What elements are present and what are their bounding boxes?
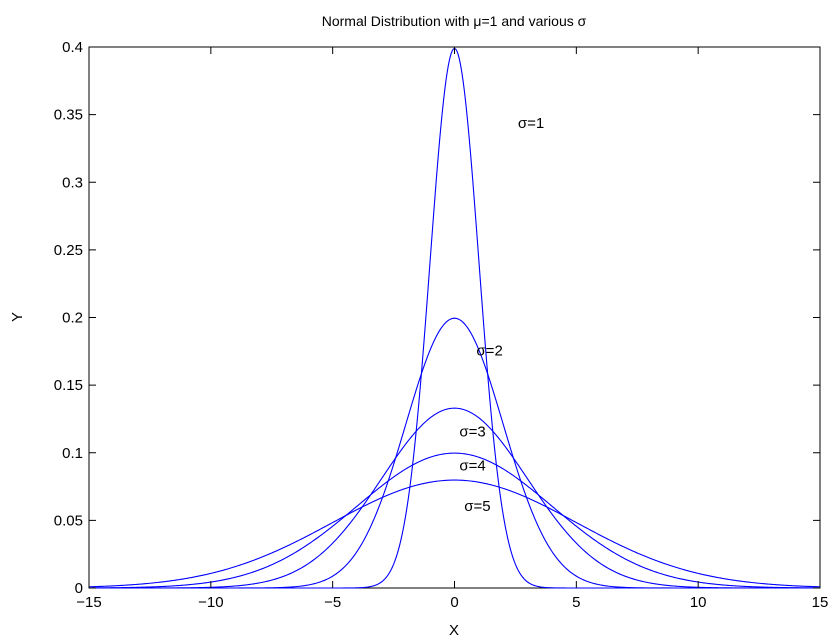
x-tick-label: 0 [450,594,458,611]
plot-frame [88,46,821,589]
curve-label-sigma-2: σ=2 [476,342,502,359]
y-tick-label: 0.05 [54,512,83,529]
series-line-sigma-4 [89,452,820,589]
x-axis-title: X [449,622,459,639]
x-tick-label: 15 [812,594,829,611]
y-tick-label: 0 [75,580,83,597]
plot-area: σ=1σ=2σ=3σ=4σ=5 −15 −10 −5 0 5 10 15 00.050.10… [54,39,829,611]
y-axis-title: Y [9,312,26,322]
y-tick-label: 0.35 [54,107,83,124]
x-tick-label: 10 [690,594,707,611]
curve-label-sigma-4: σ=4 [459,457,485,474]
x-tick-label: −15 [76,594,101,611]
x-tick-label: −10 [198,594,223,611]
curve-label-sigma-5: σ=5 [464,498,490,515]
curve-labels: σ=1 σ=2 σ=3 σ=4 σ=5 [459,115,544,515]
y-tick-label: 0.3 [62,174,83,191]
y-tick-label: 0.2 [62,310,83,327]
series-line-sigma-3 [89,407,820,589]
y-tick-label: 0.4 [62,39,83,56]
chart-title: Normal Distribution with μ=1 and various… [322,13,587,29]
x-tick-label: −5 [324,594,341,611]
x-axis-ticks: −15 −10 −5 0 5 10 15 [76,47,828,611]
y-tick-label: 0.15 [54,377,83,394]
curve-label-sigma-3: σ=3 [459,424,485,441]
y-tick-label: 0.25 [54,242,83,259]
y-axis-ticks: 0 0.05 0.1 0.15 0.2 0.25 0.3 0.35 0.4 [54,39,820,597]
y-tick-label: 0.1 [62,445,83,462]
series-line-sigma-5 [88,479,821,588]
x-tick-label: 5 [572,594,580,611]
curves [88,47,821,589]
curve-label-sigma-1: σ=1 [518,115,544,132]
